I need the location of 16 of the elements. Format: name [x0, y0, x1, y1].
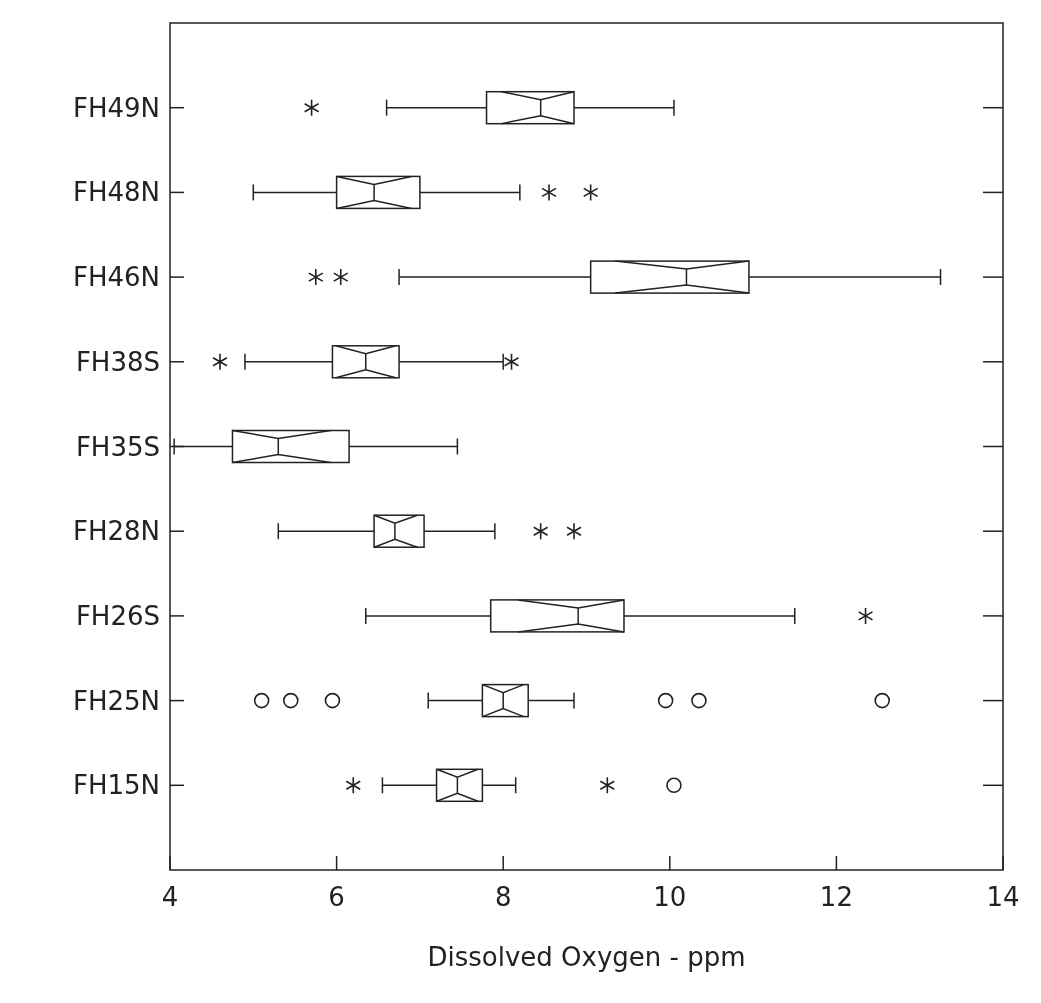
x-tick-label: 10 — [653, 882, 687, 912]
y-tick-label: FH26S — [75, 600, 160, 631]
y-tick-label: FH46N — [72, 262, 160, 293]
x-tick-label: 8 — [494, 882, 512, 912]
x-tick-label: 4 — [161, 882, 179, 912]
y-tick-label: FH48N — [72, 177, 160, 208]
x-axis-title: Dissolved Oxygen - ppm — [427, 942, 746, 972]
y-tick-label: FH49N — [72, 92, 160, 123]
y-tick-label: FH35S — [75, 431, 160, 462]
x-tick-label: 14 — [986, 882, 1020, 912]
y-tick-label: FH38S — [75, 346, 160, 377]
x-tick-label: 12 — [819, 882, 853, 912]
y-tick-label: FH25N — [72, 685, 160, 716]
y-tick-label: FH15N — [72, 770, 160, 801]
x-tick-label: 6 — [328, 882, 345, 912]
y-tick-label: FH28N — [72, 516, 160, 547]
